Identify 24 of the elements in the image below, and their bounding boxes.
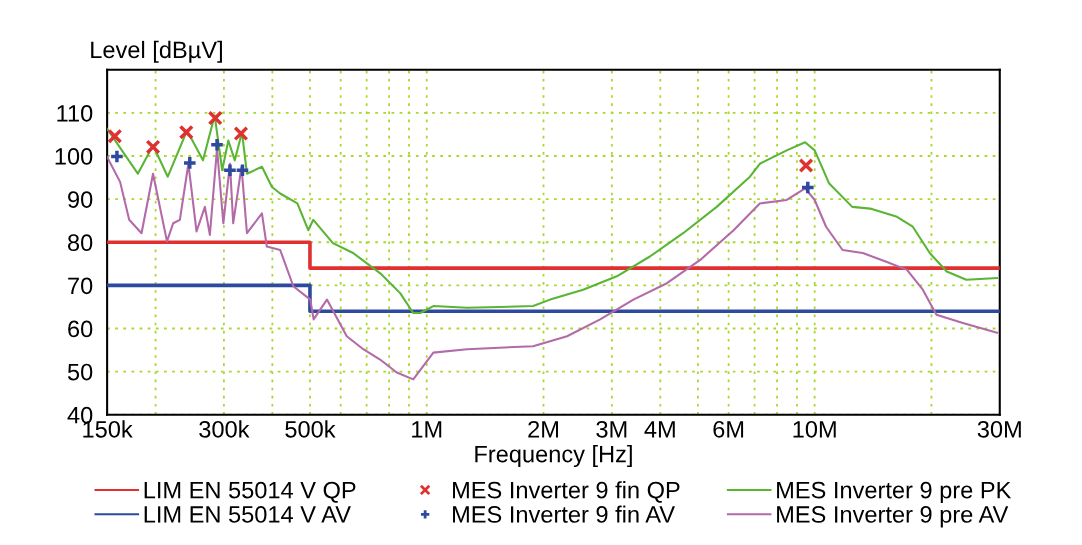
legend-label: MES Inverter 9 fin AV xyxy=(453,505,675,523)
x-tick-label: 30M xyxy=(977,420,1021,438)
legend-label: MES Inverter 9 pre PK xyxy=(777,481,1012,504)
x-tick-label: 300k xyxy=(199,420,250,438)
x-tick-label: 3M xyxy=(596,420,627,438)
y-tick-label: 80 xyxy=(67,234,93,252)
x-tick-label: 6M xyxy=(713,420,744,438)
legend-label: LIM EN 55014 V AV xyxy=(144,506,351,523)
y-tick-label: 110 xyxy=(57,104,93,122)
x-tick-label: 4M xyxy=(644,421,675,438)
x-tick-label: 500k xyxy=(285,420,336,438)
y-axis-title: Level [dBµV] xyxy=(91,40,222,63)
y-tick-label: 100 xyxy=(55,148,93,165)
x-tick-label: 2M xyxy=(528,420,558,438)
x-axis-title: Frequency [Hz] xyxy=(475,445,632,468)
x-tick-label: 10M xyxy=(793,420,836,438)
y-tick-label: 60 xyxy=(68,320,93,338)
legend-label: MES Inverter 9 fin QP xyxy=(453,481,680,503)
y-tick-label: 50 xyxy=(67,363,93,381)
y-tick-label: 90 xyxy=(68,191,93,208)
y-tick-label: 70 xyxy=(68,277,93,295)
legend-label: LIM EN 55014 V QP xyxy=(144,481,356,503)
x-tick-label: 1M xyxy=(412,421,442,438)
legend-label: MES Inverter 9 pre AV xyxy=(777,506,1009,528)
